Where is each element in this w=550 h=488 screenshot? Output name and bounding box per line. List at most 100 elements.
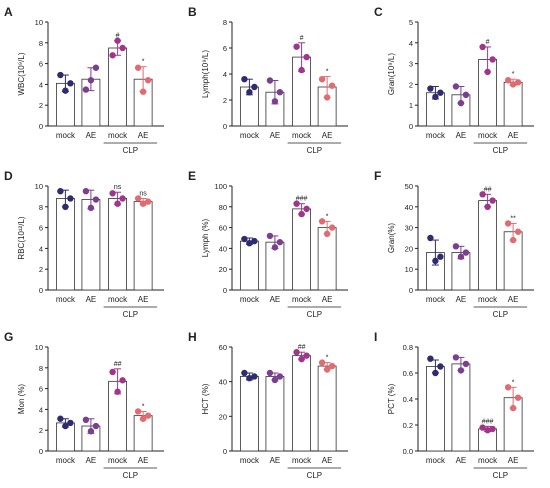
data-point [139,415,147,422]
significance-mark: ns [114,184,122,191]
data-point [457,253,465,260]
bar [292,355,312,452]
data-point [437,89,444,96]
y-tick-label: 10 [35,182,43,191]
data-point [87,428,95,435]
y-tick-label: 60 [219,343,227,352]
bar [239,240,259,291]
data-point [303,352,310,359]
chart-panel-d: D 0 2 4 6 8 10 RBC(10¹²/L) mock AE ns mock ns AE CLP [4,169,164,319]
data-point [92,422,100,430]
data-point [504,77,512,84]
data-point [432,257,439,265]
data-point [134,408,142,415]
data-point [271,376,279,384]
y-tick-label: 3 [409,60,413,69]
y-axis-label: HCT (%) [201,383,210,414]
data-point [139,200,147,207]
x-tick-label: mock [292,456,312,465]
bar [317,365,337,452]
panel-label: B [188,5,197,19]
data-point [489,197,496,204]
chart-panel-b: B 0 2 4 6 8 Lymph(10⁹/L) mock AE # mock * AE CLP [188,5,348,155]
y-tick-label: 40 [405,203,413,212]
data-point [318,76,326,83]
data-point [479,191,486,198]
data-point [514,228,522,235]
data-point [139,88,147,95]
data-point [457,367,465,374]
data-point [298,210,305,218]
significance-mark: * [326,213,329,220]
chart-panel-a: A 0 2 4 6 8 10 WBC(10⁹/L) mock AE # mock * AE CLP [4,5,164,155]
data-point [509,404,517,412]
bar [56,198,75,291]
panel-label: C [374,5,383,19]
data-point [457,99,465,107]
data-point [134,195,142,202]
bar [108,47,127,127]
data-point [452,243,460,250]
y-tick-label: 100 [214,182,227,191]
y-tick-label: 20 [219,265,227,274]
y-tick-label: 0 [409,286,413,295]
y-tick-label: 60 [219,224,227,233]
data-point [276,238,284,246]
bar [108,198,127,291]
panel-label: G [4,330,13,344]
significance-mark: ** [510,215,516,222]
x-tick-label: mock [108,295,128,304]
y-tick-label: 0 [39,447,43,456]
data-point [303,205,310,213]
data-point [318,359,326,366]
data-point [323,366,331,373]
y-tick-label: 20 [405,244,413,253]
y-tick-label: 0.8 [403,343,413,352]
x-tick-label: AE [270,131,281,140]
y-tick-label: 4 [39,80,43,89]
chart-panel-f: F 0 10 20 30 40 50 Gran(%) mock AE ## mock ** AE CLP [374,169,534,319]
data-point [427,355,434,362]
y-axis-label: RBC(10¹²/L) [17,216,26,259]
group-bracket-label: CLP [307,146,323,155]
data-point [241,235,248,243]
data-point [251,237,258,245]
data-point [241,76,248,83]
data-point [328,224,336,231]
data-point [484,203,491,210]
data-point [484,68,491,76]
y-tick-label: 0.6 [403,369,413,378]
significance-mark: * [512,71,515,78]
y-tick-label: 2 [409,80,413,89]
y-tick-label: 5 [409,18,413,27]
y-tick-label: 50 [405,182,413,191]
data-point [298,66,305,74]
bar [239,376,259,452]
data-point [452,354,460,361]
data-point [437,253,444,260]
y-tick-label: 2 [39,101,43,110]
panel-label: H [188,330,197,344]
x-tick-label: AE [322,131,333,140]
group-bracket-label: CLP [123,146,139,155]
data-point [266,77,274,84]
data-point [509,81,517,88]
x-tick-label: mock [108,456,128,465]
significance-mark: * [142,403,145,410]
data-point [251,373,258,380]
data-point [57,71,64,79]
data-point [144,412,152,419]
y-tick-label: 10 [405,265,413,274]
data-point [119,195,126,202]
data-point [67,419,74,427]
data-point [293,200,300,207]
data-point [114,37,121,44]
data-point [328,362,336,370]
group-bracket-label: CLP [493,146,509,155]
chart-panel-e: E 0 20 40 60 80 100 Lymph (%) mock AE ### mock * AE CL… [188,169,348,319]
chart-panel-h: H 0 20 40 60 HCT (%) mock AE ## mock * AE CLP [188,330,348,480]
data-point [62,87,69,94]
data-point [119,377,126,384]
data-point [246,240,253,247]
